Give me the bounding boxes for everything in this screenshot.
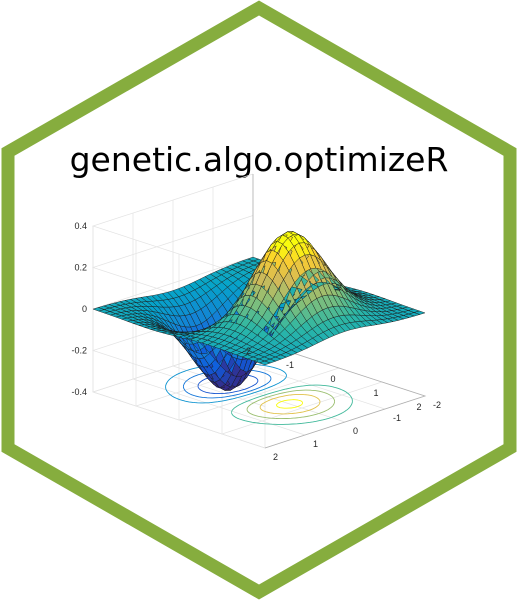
floor-gridline	[178, 367, 340, 421]
x-tick-label: 2	[416, 402, 421, 412]
z-tick-label: 0.2	[74, 263, 87, 273]
contour-line	[165, 363, 287, 404]
back-gridline	[91, 173, 266, 283]
z-tick-label: -0.4	[71, 387, 87, 397]
floor-gridline	[221, 381, 383, 435]
contour-line	[246, 389, 336, 420]
y-tick-label: -2	[433, 400, 441, 410]
axis-line	[252, 339, 427, 449]
tick-labels: -0.4 -0.2 0 0.2 0.4 -2 -1 0 1 2 -2 -1 0 1 2	[71, 221, 441, 462]
contour-line	[259, 393, 321, 415]
y-tick-label: 1	[313, 439, 318, 449]
z-tick-label: 0.4	[74, 221, 87, 231]
x-tick-label: 0	[330, 374, 335, 384]
contour-line	[231, 384, 353, 425]
surface-patch	[92, 307, 105, 312]
x-tick-label: -1	[286, 360, 294, 370]
x-tick-label: -2	[243, 346, 251, 356]
y-tick-label: -1	[393, 413, 401, 423]
z-tick-label: 0	[82, 304, 87, 314]
floor-gridline	[132, 378, 306, 436]
x-tick-label: 1	[373, 388, 378, 398]
z-tick-label: -0.2	[71, 346, 87, 356]
surface-plot: -0.4 -0.2 0 0.2 0.4 -2 -1 0 1 2 -2 -1 0 1 2	[71, 173, 441, 462]
surface-mesh	[92, 231, 426, 391]
sticker-title: genetic.algo.optimizeR	[70, 140, 449, 179]
y-tick-label: 2	[273, 452, 278, 462]
y-tick-label: 0	[353, 426, 358, 436]
contour-line	[275, 399, 304, 409]
